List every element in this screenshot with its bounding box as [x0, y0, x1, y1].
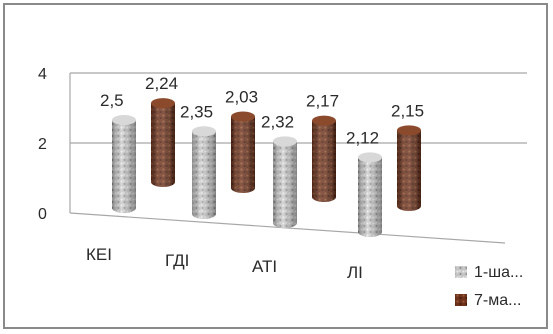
- bar-shading: [112, 120, 136, 213]
- bar-shading: [192, 131, 216, 219]
- bar-shading: [151, 103, 175, 187]
- bar-1-2: [273, 136, 297, 228]
- bar-1-0: [112, 115, 136, 213]
- bar-2-0: [151, 98, 175, 187]
- data-label: 2,5: [100, 91, 124, 110]
- data-label: 2,24: [145, 74, 178, 93]
- legend-swatch-series-1: [455, 266, 467, 278]
- data-label: 2,12: [346, 128, 379, 147]
- legend: 1-ша... 7-ма...: [455, 264, 523, 309]
- data-label: 2,15: [391, 101, 424, 120]
- bar-shading: [273, 141, 297, 228]
- data-label: 2,03: [225, 88, 258, 107]
- bar-1-1: [192, 126, 216, 219]
- bar-top: [112, 115, 136, 125]
- bar-top: [151, 98, 175, 109]
- legend-swatch-series-2: [455, 294, 467, 306]
- bar-top: [273, 136, 297, 147]
- y-tick-label: 4: [38, 66, 47, 83]
- data-label: 2,17: [306, 92, 339, 111]
- bar-top: [312, 115, 336, 126]
- bar-top: [192, 126, 216, 137]
- legend-label-series-2: 7-ма...: [474, 292, 521, 309]
- x-axis-line: [69, 212, 506, 244]
- bar-2-1: [231, 111, 255, 193]
- legend-label-series-1: 1-ша...: [474, 264, 523, 281]
- bars: 2,24 2,03 2,17 2,15 2,5 2,35 2,32 2,12: [100, 74, 424, 237]
- y-tick-label: 2: [38, 136, 47, 153]
- x-tick-label: АТІ: [252, 257, 277, 276]
- bar-1-3: [358, 152, 382, 237]
- data-label: 2,35: [180, 102, 213, 121]
- grid: [69, 72, 527, 244]
- bar-shading: [397, 130, 421, 211]
- data-label: 2,32: [261, 112, 294, 131]
- bar-top: [397, 125, 421, 136]
- bar-shading: [312, 120, 336, 202]
- bar-top: [358, 152, 382, 163]
- bar-2-2: [312, 115, 336, 202]
- bar-2-3: [397, 125, 421, 211]
- bar-shading: [231, 116, 255, 193]
- bar-top: [231, 111, 255, 122]
- y-axis: 0 2 4: [38, 66, 47, 223]
- bar-shading: [358, 157, 382, 237]
- x-tick-label: ЛІ: [347, 263, 363, 282]
- y-tick-label: 0: [38, 206, 47, 223]
- x-tick-label: ГДІ: [165, 251, 189, 270]
- x-tick-label: КЕІ: [86, 245, 112, 264]
- x-axis: КЕІ ГДІ АТІ ЛІ: [86, 245, 363, 282]
